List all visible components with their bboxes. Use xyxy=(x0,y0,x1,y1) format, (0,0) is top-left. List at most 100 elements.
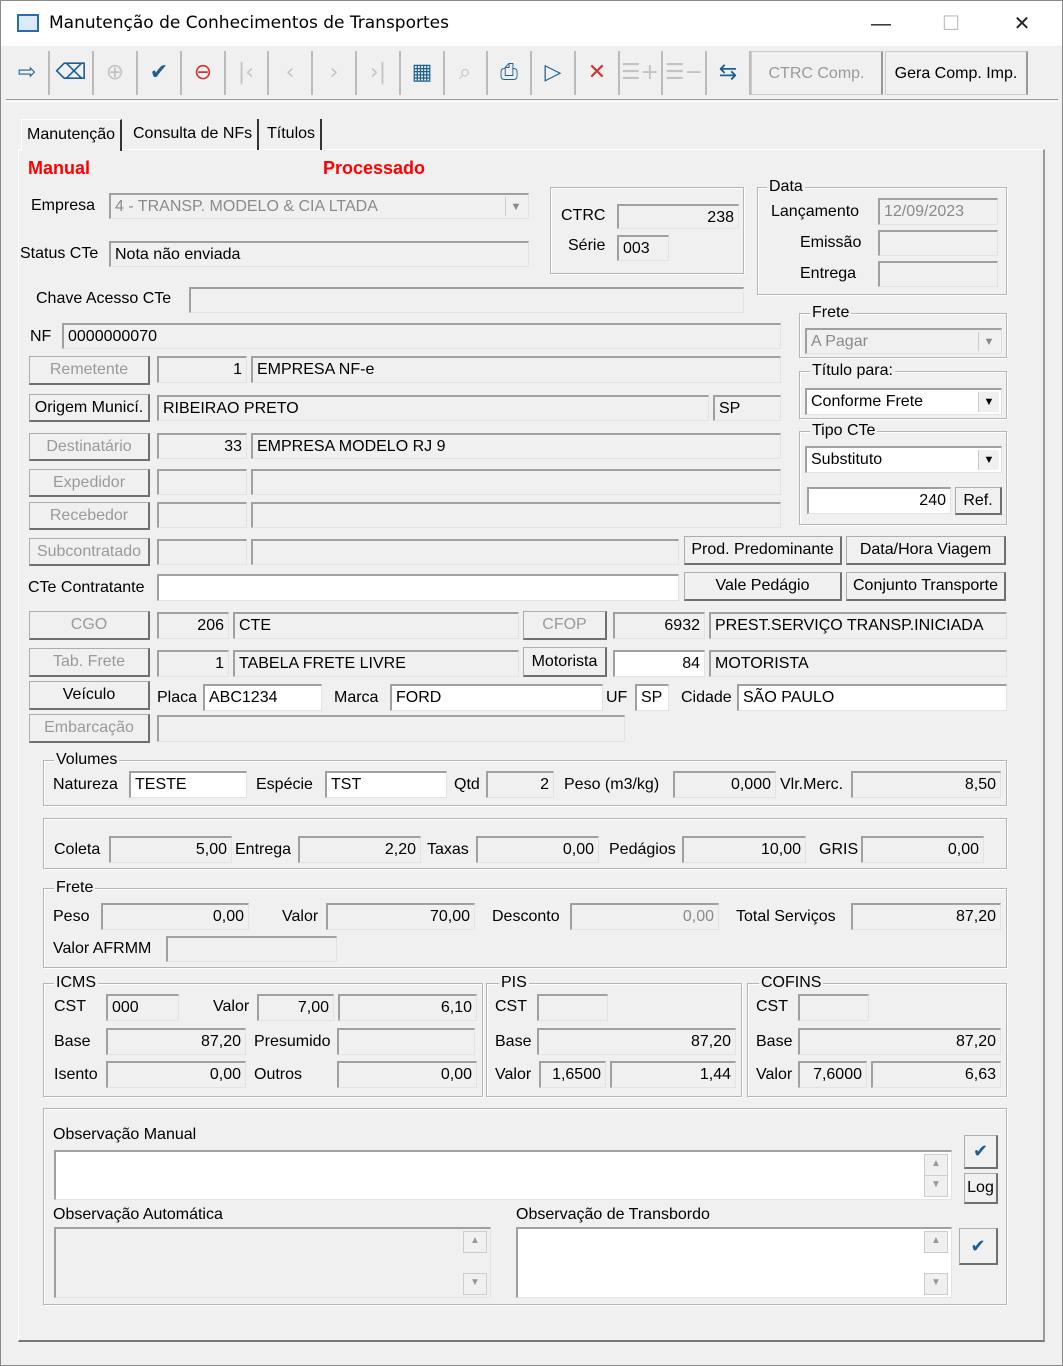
log-button[interactable]: Log xyxy=(964,1173,998,1204)
tab-consulta-nfs[interactable]: Consulta de NFs xyxy=(128,119,260,150)
natureza-field[interactable]: TESTE xyxy=(129,771,247,798)
pis-base-field[interactable]: 87,20 xyxy=(537,1028,736,1055)
cgo-desc-field[interactable]: CTE xyxy=(233,612,519,639)
isento-field[interactable]: 0,00 xyxy=(106,1061,246,1088)
icms-aliquota-field[interactable]: 7,00 xyxy=(257,994,334,1021)
play-icon[interactable]: ▷ xyxy=(532,51,576,95)
subcontratado-button[interactable]: Subcontratado xyxy=(29,538,150,566)
placa-field[interactable]: ABC1234 xyxy=(203,684,322,711)
chevron-down-icon[interactable]: ▼ xyxy=(505,197,526,216)
obs-automatica-scroll-down[interactable]: ▼ xyxy=(463,1273,487,1295)
taxas-field[interactable]: 0,00 xyxy=(476,836,599,863)
pis-cst-field[interactable] xyxy=(537,994,608,1021)
add-row-icon[interactable]: ☰+ xyxy=(619,51,663,95)
close-button[interactable]: ✕ xyxy=(1013,13,1031,35)
ref-field[interactable]: 240 xyxy=(807,487,951,514)
folder-add-icon[interactable]: ⊕ xyxy=(94,51,138,95)
conjunto-transporte-button[interactable]: Conjunto Transporte xyxy=(846,572,1006,601)
chave-acesso-field[interactable] xyxy=(189,287,744,313)
destinatario-code-field[interactable]: 33 xyxy=(157,433,247,459)
subcontratado-name-field[interactable] xyxy=(251,539,679,565)
chevron-down-icon[interactable]: ▼ xyxy=(978,392,999,412)
marca-field[interactable]: FORD xyxy=(390,684,603,711)
last-record-icon[interactable]: ›| xyxy=(357,51,401,95)
titulo-select[interactable]: Conforme Frete ▼ xyxy=(805,388,1002,415)
icms-valor-field[interactable]: 6,10 xyxy=(338,994,477,1021)
outros-field[interactable]: 0,00 xyxy=(337,1061,477,1088)
vale-pedagio-button[interactable]: Vale Pedágio xyxy=(684,572,842,601)
first-record-icon[interactable]: |‹ xyxy=(225,51,269,95)
print-icon[interactable]: ⎙ xyxy=(488,51,532,95)
cidade-field[interactable]: SÃO PAULO xyxy=(737,684,1007,711)
cofins-aliquota-field[interactable]: 7,6000 xyxy=(798,1061,867,1088)
pis-valor-field[interactable]: 1,44 xyxy=(610,1061,736,1088)
embarcacao-field[interactable] xyxy=(157,715,625,742)
origem-municipio-button[interactable]: Origem Municí. xyxy=(29,394,150,422)
chevron-down-icon[interactable]: ▼ xyxy=(978,450,999,470)
cofins-valor-field[interactable]: 6,63 xyxy=(871,1061,1001,1088)
folder-check-icon[interactable]: ✔ xyxy=(138,51,182,95)
obs-transbordo-scroll-down[interactable]: ▼ xyxy=(924,1273,948,1295)
tab-frete-button[interactable]: Tab. Frete xyxy=(29,648,150,677)
coleta-field[interactable]: 5,00 xyxy=(109,836,232,863)
ctrc-comp-button[interactable]: CTRC Comp. xyxy=(751,51,883,95)
obs-manual-textarea[interactable]: ▲ ▼ xyxy=(54,1150,952,1200)
data-hora-viagem-button[interactable]: Data/Hora Viagem xyxy=(846,536,1006,565)
next-record-icon[interactable]: › xyxy=(313,51,357,95)
pis-aliquota-field[interactable]: 1,6500 xyxy=(539,1061,606,1088)
lancamento-field[interactable]: 12/09/2023 xyxy=(878,198,998,225)
chevron-down-icon[interactable]: ▼ xyxy=(978,332,999,351)
ctrc-field[interactable]: 238 xyxy=(617,204,739,229)
previous-record-icon[interactable]: ‹ xyxy=(269,51,313,95)
minimize-button[interactable]: — xyxy=(871,13,891,35)
motorista-button[interactable]: Motorista xyxy=(523,647,607,677)
obs-transbordo-scroll-up[interactable]: ▲ xyxy=(924,1231,948,1253)
eraser-icon[interactable]: ⌫ xyxy=(50,51,94,95)
qtd-field[interactable]: 2 xyxy=(486,771,554,798)
cgo-code-field[interactable]: 206 xyxy=(157,612,229,639)
icms-base-field[interactable]: 87,20 xyxy=(106,1028,246,1055)
gera-comp-imp-button[interactable]: Gera Comp. Imp. xyxy=(885,51,1028,95)
pedagios-field[interactable]: 10,00 xyxy=(682,836,806,863)
exit-icon[interactable]: ⇨ xyxy=(6,51,50,95)
desconto-field[interactable]: 0,00 xyxy=(570,903,719,930)
obs-manual-scroll-up[interactable]: ▲ xyxy=(924,1154,948,1176)
subcontratado-code-field[interactable] xyxy=(157,539,247,565)
tab-frete-desc-field[interactable]: TABELA FRETE LIVRE xyxy=(233,650,519,677)
obs-manual-confirm-button[interactable]: ✔ xyxy=(964,1135,998,1169)
recebedor-button[interactable]: Recebedor xyxy=(29,502,150,530)
entrega-field[interactable] xyxy=(878,261,998,287)
status-cte-field[interactable]: Nota não enviada xyxy=(109,241,529,267)
tipo-cte-select[interactable]: Substituto ▼ xyxy=(805,446,1002,473)
destinatario-button[interactable]: Destinatário xyxy=(29,433,150,461)
prod-predominante-button[interactable]: Prod. Predominante xyxy=(684,536,842,565)
cancel-icon[interactable]: ✕ xyxy=(576,51,620,95)
serie-field[interactable]: 003 xyxy=(617,235,669,261)
cgo-button[interactable]: CGO xyxy=(29,611,150,640)
frete-valor-field[interactable]: 70,00 xyxy=(326,903,475,930)
vlr-merc-field[interactable]: 8,50 xyxy=(851,771,1001,798)
recebedor-code-field[interactable] xyxy=(157,502,247,528)
cte-contratante-field[interactable] xyxy=(157,574,679,601)
folder-delete-icon[interactable]: ⊖ xyxy=(182,51,226,95)
search-icon[interactable]: ⌕ xyxy=(444,51,488,95)
obs-automatica-scroll-up[interactable]: ▲ xyxy=(463,1231,487,1253)
recebedor-name-field[interactable] xyxy=(251,502,781,528)
veiculo-button[interactable]: Veículo xyxy=(29,681,150,710)
uf-field[interactable]: SP xyxy=(635,684,669,711)
origem-uf-field[interactable]: SP xyxy=(713,395,781,421)
icms-cst-field[interactable]: 000 xyxy=(106,994,179,1021)
cfop-code-field[interactable]: 6932 xyxy=(613,612,705,639)
frete-select[interactable]: A Pagar ▼ xyxy=(805,328,1002,354)
cofins-base-field[interactable]: 87,20 xyxy=(798,1028,1001,1055)
obs-transbordo-textarea[interactable]: ▲ ▼ xyxy=(516,1227,952,1298)
remove-row-icon[interactable]: ☰− xyxy=(663,51,707,95)
remetente-name-field[interactable]: EMPRESA NF-e xyxy=(251,356,781,383)
ref-button[interactable]: Ref. xyxy=(955,487,1002,515)
motorista-code-field[interactable]: 84 xyxy=(613,650,705,677)
nf-field[interactable]: 0000000070 xyxy=(62,323,781,349)
afrmm-field[interactable] xyxy=(166,936,337,962)
remetente-button[interactable]: Remetente xyxy=(29,356,150,385)
expedidor-code-field[interactable] xyxy=(157,469,247,495)
obs-automatica-textarea[interactable]: ▲ ▼ xyxy=(54,1227,491,1298)
